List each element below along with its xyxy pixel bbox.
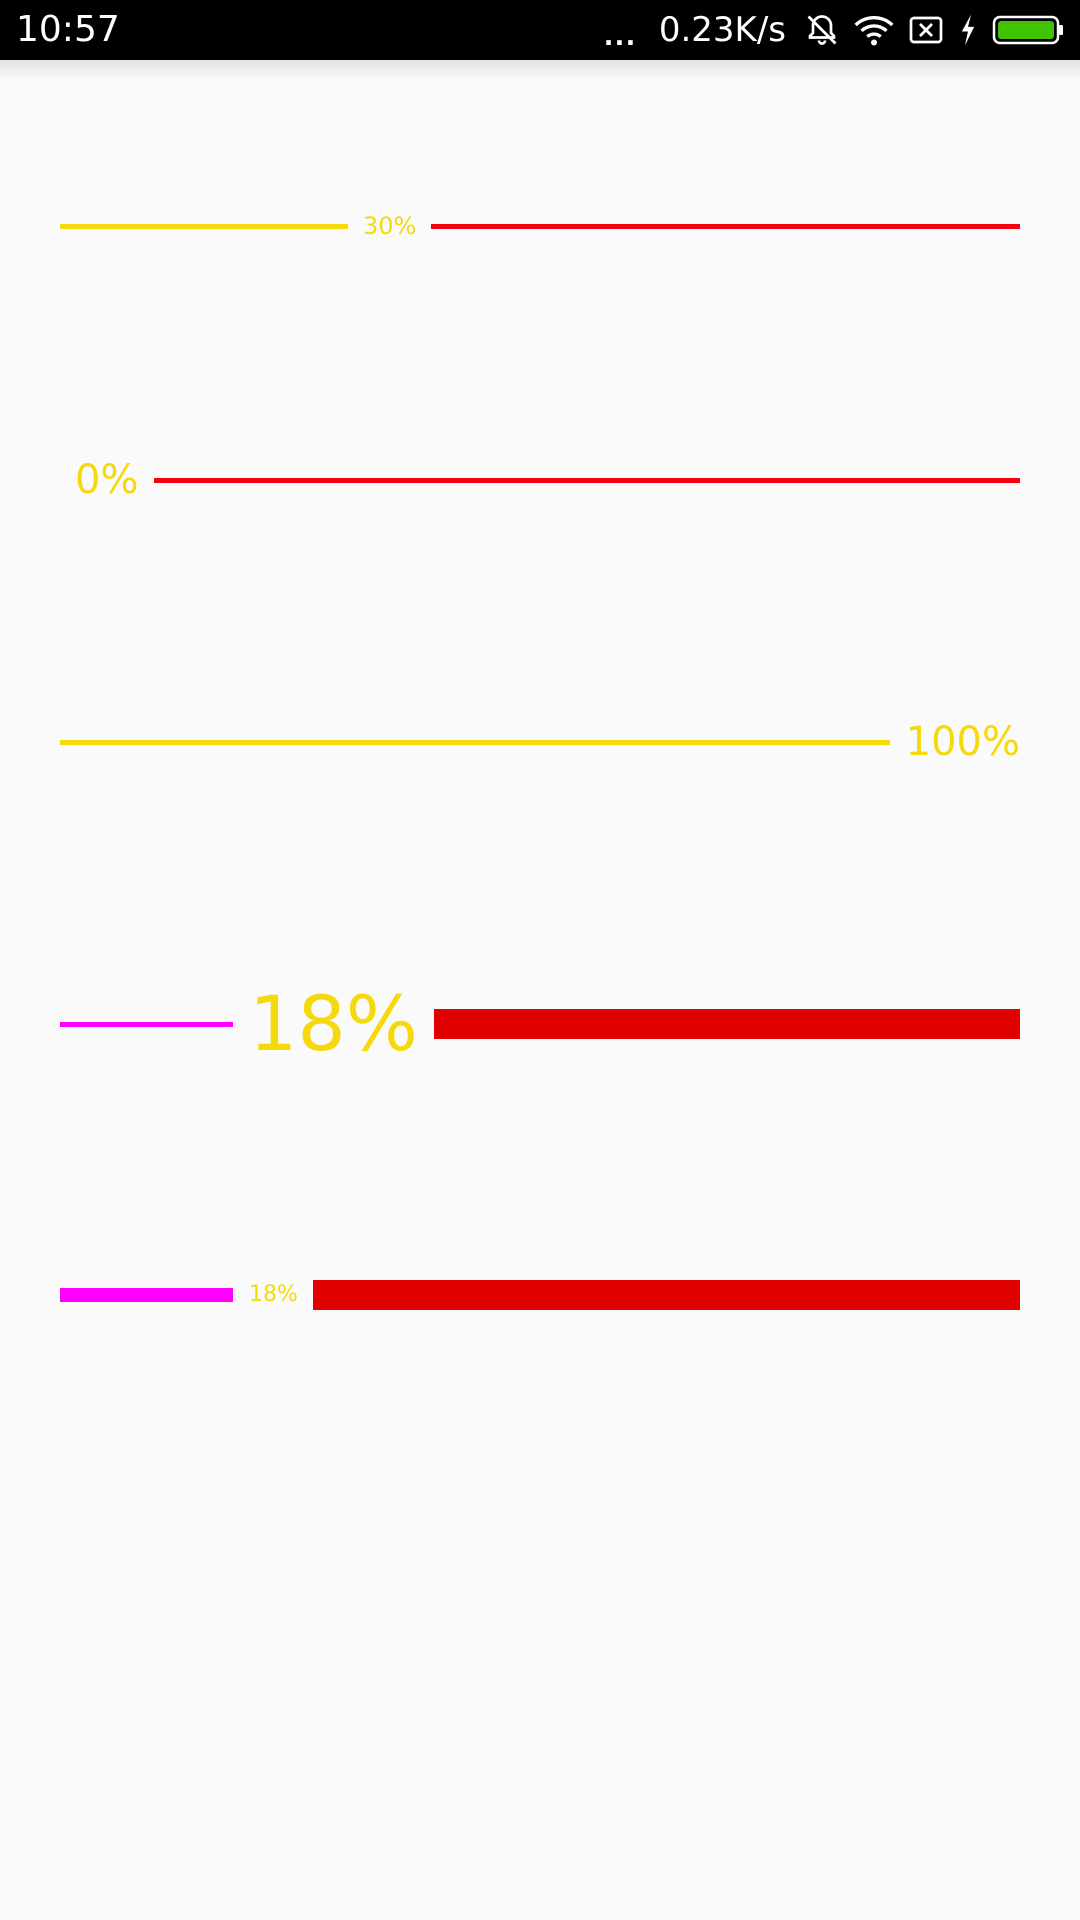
network-speed: 0.23K/s bbox=[659, 0, 786, 60]
progress-bar-4: 18% bbox=[60, 982, 1020, 1066]
status-time: 10:57 bbox=[16, 0, 120, 60]
charging-bolt-icon bbox=[958, 13, 978, 47]
battery-icon bbox=[992, 14, 1064, 46]
progress-percent-label: 30% bbox=[363, 214, 416, 238]
progress-bar-2: 0% bbox=[60, 456, 1020, 504]
toolbar-shadow bbox=[0, 60, 1080, 80]
more-notifications-indicator: ... bbox=[604, 4, 637, 64]
progress-percent-label: 100% bbox=[906, 722, 1020, 762]
status-bar: 10:57 ... 0.23K/s bbox=[0, 0, 1080, 60]
progress-unreached-segment bbox=[431, 224, 1020, 229]
progress-reached-segment bbox=[60, 740, 890, 745]
progress-percent-label: 18% bbox=[249, 986, 418, 1062]
sim-no-signal-icon bbox=[908, 14, 944, 46]
progress-reached-segment bbox=[60, 1022, 233, 1027]
wifi-icon bbox=[854, 13, 894, 47]
status-icons: ... 0.23K/s bbox=[604, 0, 1064, 60]
progress-bar-3: 100% bbox=[60, 718, 1020, 766]
alarm-off-icon bbox=[804, 12, 840, 48]
progress-unreached-segment bbox=[313, 1280, 1020, 1310]
progress-unreached-segment bbox=[434, 1009, 1020, 1039]
progress-reached-segment bbox=[60, 224, 348, 229]
progress-percent-label: 18% bbox=[249, 1284, 298, 1306]
progress-bar-1: 30% bbox=[60, 211, 1020, 241]
progress-reached-segment bbox=[60, 1288, 233, 1302]
progress-bar-5: 18% bbox=[60, 1279, 1020, 1311]
progress-unreached-segment bbox=[154, 478, 1020, 483]
progress-percent-label: 0% bbox=[75, 460, 138, 500]
